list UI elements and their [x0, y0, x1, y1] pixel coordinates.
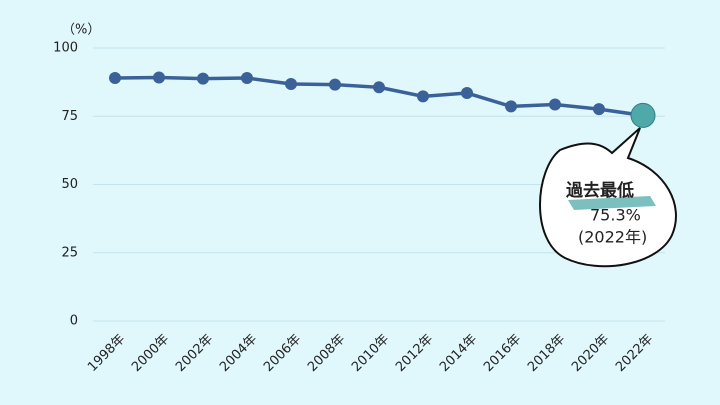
annotation-title: 過去最低	[566, 180, 634, 201]
point	[593, 103, 605, 116]
unit-label: （%）	[62, 23, 100, 38]
point	[373, 81, 385, 94]
point	[197, 72, 209, 85]
point	[461, 87, 473, 100]
point	[241, 72, 253, 85]
highlight-point	[630, 102, 656, 128]
point	[417, 90, 429, 103]
point	[153, 71, 165, 84]
point	[505, 100, 517, 113]
point	[285, 78, 297, 91]
highlight-brush	[568, 196, 656, 210]
y-tick-label: 25	[61, 245, 78, 260]
point	[549, 98, 561, 111]
callout-bubble	[539, 127, 677, 268]
y-tick-label: 0	[70, 314, 78, 329]
y-tick-label: 100	[53, 41, 78, 56]
annotation-value: 75.3%	[590, 206, 641, 225]
point	[329, 78, 341, 91]
point	[109, 72, 121, 85]
annotation-period: (2022年)	[578, 228, 647, 247]
y-tick-label: 50	[61, 177, 78, 192]
y-tick-label: 75	[61, 109, 78, 124]
